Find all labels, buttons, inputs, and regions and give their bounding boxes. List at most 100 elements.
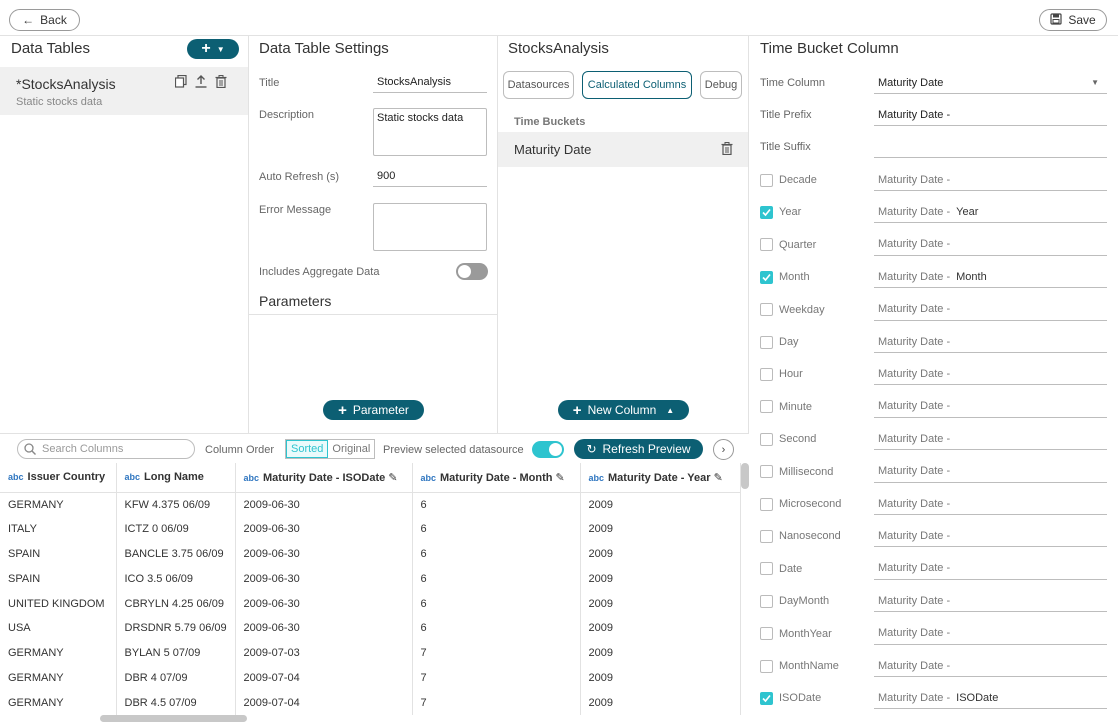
description-textarea[interactable]: Static stocks data xyxy=(373,108,487,156)
checkbox[interactable] xyxy=(760,335,773,349)
checkbox[interactable] xyxy=(760,205,773,219)
checkbox[interactable] xyxy=(760,465,773,479)
trash-icon[interactable] xyxy=(215,75,227,91)
table-row[interactable]: UNITED KINGDOM CBRYLN 4.25 06/09 2009-06-3… xyxy=(0,591,741,616)
time-bucket-title-input[interactable]: Maturity Date - xyxy=(874,363,1107,386)
time-bucket-row[interactable]: Nanosecond xyxy=(760,524,841,548)
table-row[interactable]: GERMANY DBR 4.5 07/09 2009-07-04 7 2009 xyxy=(0,690,741,716)
checkbox[interactable] xyxy=(760,303,773,317)
copy-icon[interactable] xyxy=(174,74,187,91)
column-header[interactable]: abc Maturity Date - ISODate ✎ xyxy=(235,463,413,493)
table-row[interactable]: GERMANY KFW 4.375 06/09 2009-06-30 6 2009 xyxy=(0,492,741,517)
time-bucket-title-input[interactable]: Maturity Date - xyxy=(874,493,1107,515)
time-bucket-title-input[interactable]: Maturity Date - xyxy=(874,331,1107,353)
checkbox[interactable] xyxy=(760,173,773,187)
time-column-select[interactable]: Maturity Date ▼ xyxy=(874,72,1107,94)
edit-icon[interactable]: ✎ xyxy=(713,471,723,484)
horizontal-scrollbar[interactable] xyxy=(100,715,247,722)
time-bucket-row[interactable]: Year xyxy=(760,200,801,224)
time-bucket-row[interactable]: MonthName xyxy=(760,654,839,678)
time-bucket-row[interactable]: ISODate xyxy=(760,686,821,710)
time-bucket-item[interactable]: Maturity Date xyxy=(498,132,748,167)
checkbox[interactable] xyxy=(760,238,773,252)
table-row[interactable]: USA DRSDNR 5.79 06/09 2009-06-30 6 2009 xyxy=(0,615,741,641)
preview-selected-toggle[interactable] xyxy=(532,441,564,458)
checkbox[interactable] xyxy=(760,529,773,543)
table-row[interactable]: SPAIN BANCLE 3.75 06/09 2009-06-30 6 2009 xyxy=(0,541,741,567)
table-row[interactable]: GERMANY DBR 4 07/09 2009-07-04 7 2009 xyxy=(0,665,741,691)
checkbox[interactable] xyxy=(760,659,773,673)
save-button[interactable]: Save xyxy=(1039,9,1107,31)
table-row[interactable]: ITALY ICTZ 0 06/09 2009-06-30 6 2009 xyxy=(0,516,741,542)
checkbox[interactable] xyxy=(760,627,773,641)
checkbox[interactable] xyxy=(760,400,773,414)
time-bucket-row[interactable]: Second xyxy=(760,427,816,451)
time-bucket-title-input[interactable]: Maturity Date - xyxy=(874,299,1107,321)
column-header[interactable]: abc Maturity Date - Month ✎ xyxy=(412,463,581,493)
time-bucket-title-input[interactable]: Maturity Date - xyxy=(874,525,1107,548)
time-bucket-row[interactable]: Millisecond xyxy=(760,460,833,484)
time-bucket-title-input[interactable]: Maturity Date - xyxy=(874,590,1107,613)
tab-debug[interactable]: Debug xyxy=(700,71,742,99)
refresh-preview-button[interactable]: ↻ Refresh Preview xyxy=(574,439,703,459)
tab-datasources[interactable]: Datasources xyxy=(503,71,574,99)
time-bucket-title-input[interactable]: Maturity Date - xyxy=(874,234,1107,256)
time-bucket-row[interactable]: MonthYear xyxy=(760,622,832,646)
vertical-scrollbar[interactable] xyxy=(741,463,749,489)
original-option[interactable]: Original xyxy=(332,443,371,455)
add-parameter-button[interactable]: + Parameter xyxy=(323,400,424,420)
check-icon xyxy=(762,694,771,703)
checkbox[interactable] xyxy=(760,270,773,284)
time-bucket-row[interactable]: Quarter xyxy=(760,233,816,257)
column-header[interactable]: abc Issuer Country xyxy=(0,463,117,493)
time-bucket-title-input[interactable]: Maturity Date - xyxy=(874,428,1107,451)
checkbox[interactable] xyxy=(760,432,773,446)
time-bucket-row[interactable]: Decade xyxy=(760,168,817,192)
checkbox[interactable] xyxy=(760,562,773,576)
time-bucket-title-input[interactable]: Maturity Date - xyxy=(874,655,1107,677)
time-bucket-row[interactable]: Minute xyxy=(760,395,812,419)
time-bucket-title-input[interactable]: Maturity Date - xyxy=(874,461,1107,483)
column-header[interactable]: abc Long Name xyxy=(116,463,236,493)
new-column-button[interactable]: + New Column ▲ xyxy=(558,400,689,420)
edit-icon[interactable]: ✎ xyxy=(555,471,565,484)
table-cell: 6 xyxy=(412,615,581,641)
title-input[interactable]: StocksAnalysis xyxy=(373,73,487,93)
auto-refresh-input[interactable]: 900 xyxy=(373,167,487,187)
time-bucket-row[interactable]: Date xyxy=(760,557,802,581)
checkbox[interactable] xyxy=(760,594,773,608)
search-columns-input[interactable]: Search Columns xyxy=(17,439,195,459)
checkbox[interactable] xyxy=(760,497,773,511)
sorted-option[interactable]: Sorted xyxy=(286,440,329,458)
back-button[interactable]: ← Back xyxy=(9,9,80,31)
column-header[interactable]: abc Maturity Date - Year ✎ xyxy=(580,463,741,493)
trash-icon[interactable] xyxy=(721,142,733,158)
time-bucket-title-input[interactable]: Maturity Date - xyxy=(874,623,1107,645)
table-row[interactable]: GERMANY BYLAN 5 07/09 2009-07-03 7 2009 xyxy=(0,640,741,666)
title-prefix-input[interactable]: Maturity Date - xyxy=(874,104,1107,126)
next-arrow-button[interactable]: › xyxy=(713,439,734,460)
tab-calculated-columns[interactable]: Calculated Columns xyxy=(582,71,692,99)
time-bucket-title-input[interactable]: Maturity Date - Year xyxy=(874,201,1107,224)
checkbox[interactable] xyxy=(760,691,773,705)
time-bucket-title-input[interactable]: Maturity Date - xyxy=(874,169,1107,191)
add-data-table-button[interactable]: + ▼ xyxy=(187,39,239,59)
data-table-item[interactable]: *StocksAnalysis Static stocks data xyxy=(0,67,248,115)
edit-icon[interactable]: ✎ xyxy=(388,471,398,484)
upload-icon[interactable] xyxy=(195,75,207,91)
title-suffix-input[interactable] xyxy=(874,136,1107,158)
time-bucket-row[interactable]: Month xyxy=(760,265,810,289)
time-bucket-title-input[interactable]: Maturity Date - xyxy=(874,396,1107,418)
table-row[interactable]: SPAIN ICO 3.5 06/09 2009-06-30 6 2009 xyxy=(0,566,741,592)
time-bucket-title-input[interactable]: Maturity Date - Month xyxy=(874,266,1107,289)
time-bucket-title-input[interactable]: Maturity Date - ISODate xyxy=(874,687,1107,710)
time-bucket-row[interactable]: Day xyxy=(760,330,799,354)
error-message-textarea[interactable] xyxy=(373,203,487,251)
time-bucket-row[interactable]: Microsecond xyxy=(760,492,841,516)
checkbox[interactable] xyxy=(760,367,773,381)
time-bucket-title-input[interactable]: Maturity Date - xyxy=(874,558,1107,580)
time-bucket-row[interactable]: DayMonth xyxy=(760,589,829,613)
time-bucket-row[interactable]: Hour xyxy=(760,362,803,386)
aggregate-toggle[interactable] xyxy=(456,263,488,280)
time-bucket-row[interactable]: Weekday xyxy=(760,298,825,322)
